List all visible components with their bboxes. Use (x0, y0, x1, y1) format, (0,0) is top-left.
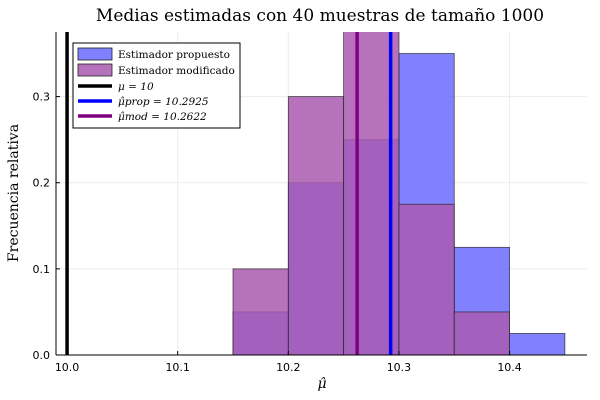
legend-label: μ̂mod = 10.2622 (118, 111, 207, 123)
histogram-bar-series-1 (509, 333, 566, 355)
axes: 10.0 10.1 10.2 10.3 10.4 0.0 0.1 0.2 0.3 (33, 32, 587, 374)
histogram-bar-series-2 (287, 96, 345, 355)
y-tick-label: 0.2 (33, 177, 51, 190)
legend-label: Estimador propuesto (118, 49, 230, 61)
legend: Estimador propuesto Estimador modificado μ… (72, 42, 241, 129)
legend-swatch (77, 47, 113, 61)
x-tick-label: 10.4 (497, 361, 522, 374)
x-tick-label: 10.2 (276, 361, 301, 374)
x-tick-label: 10.3 (387, 361, 412, 374)
y-tick-label: 0.0 (33, 349, 51, 362)
x-tick-label: 10.1 (165, 361, 190, 374)
y-tick-label: 0.1 (33, 263, 51, 276)
legend-label: μ̂prop = 10.2925 (118, 96, 209, 108)
legend-swatch (77, 63, 113, 77)
x-axis-label: μ̂ (317, 376, 326, 392)
chart-title: Medias estimadas con 40 muestras de tama… (96, 6, 544, 26)
histogram-bar-series-2 (398, 203, 455, 355)
reference-lines (65, 32, 393, 355)
histogram-bar-series-2 (453, 311, 510, 355)
legend-label: μ = 10 (118, 81, 154, 93)
histogram-bar-series-2 (232, 268, 289, 355)
legend-label: Estimador modificado (118, 65, 235, 77)
y-axis-label: Frecuencia relativa (6, 124, 22, 262)
y-tick-label: 0.3 (33, 91, 51, 104)
x-tick-label: 10.0 (55, 361, 80, 374)
